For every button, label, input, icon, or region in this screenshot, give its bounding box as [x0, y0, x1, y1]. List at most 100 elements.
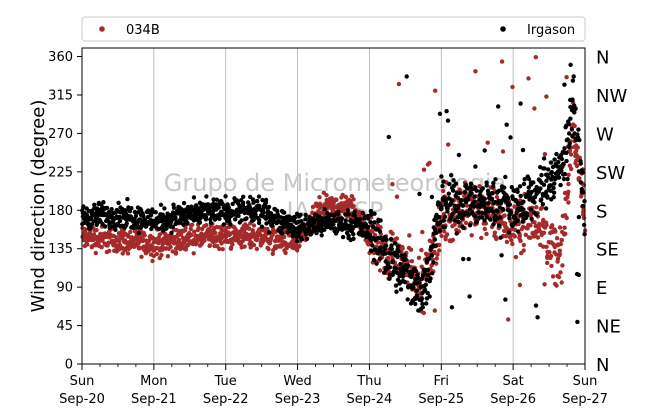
data-point — [437, 242, 442, 248]
data-point — [322, 227, 327, 232]
data-point — [170, 249, 175, 254]
data-point — [438, 219, 443, 225]
data-point — [539, 197, 544, 202]
data-point — [308, 223, 313, 228]
data-point — [402, 279, 408, 285]
data-point — [515, 189, 520, 194]
data-point — [482, 148, 487, 153]
data-point — [489, 196, 495, 201]
data-point — [517, 184, 523, 189]
data-point — [226, 205, 231, 210]
data-point — [483, 211, 488, 216]
data-point — [204, 194, 209, 199]
data-point — [432, 237, 438, 242]
data-point — [552, 157, 557, 162]
data-point — [451, 178, 456, 183]
data-point — [444, 109, 449, 114]
data-point — [270, 223, 275, 228]
data-point — [437, 111, 443, 117]
data-point — [298, 212, 303, 217]
data-point — [429, 194, 435, 200]
data-point — [138, 245, 143, 251]
data-point — [360, 233, 365, 238]
data-point — [160, 247, 165, 252]
y-axis: 0 45 90 135 180 225 270 315 360 — [48, 50, 82, 373]
compass-label: S — [596, 201, 607, 222]
data-point — [562, 225, 567, 230]
data-point — [170, 224, 176, 229]
data-point — [139, 254, 144, 259]
data-point — [557, 225, 563, 230]
data-point — [544, 94, 549, 99]
data-point — [306, 227, 311, 232]
data-point — [521, 199, 526, 204]
compass-label: W — [596, 124, 614, 145]
data-point — [188, 226, 193, 232]
data-point — [452, 218, 458, 223]
data-point — [214, 197, 219, 202]
data-point — [257, 203, 262, 209]
data-point — [329, 225, 334, 231]
data-point — [427, 160, 432, 166]
data-point — [104, 205, 110, 211]
data-point — [561, 161, 566, 167]
data-point — [446, 142, 451, 147]
data-point — [525, 226, 530, 231]
data-point — [173, 250, 179, 255]
data-point — [473, 214, 478, 219]
data-point — [374, 261, 379, 266]
data-point — [283, 250, 288, 256]
data-point — [317, 195, 322, 200]
data-point — [581, 212, 586, 217]
data-point — [568, 116, 573, 121]
data-point — [189, 232, 194, 238]
data-point — [518, 193, 523, 199]
data-point — [398, 287, 404, 292]
data-point — [251, 242, 257, 248]
data-point — [551, 185, 556, 191]
y-tick-label: 315 — [48, 88, 73, 103]
data-point — [388, 251, 393, 256]
data-point — [570, 97, 575, 102]
data-point — [555, 256, 561, 261]
data-point — [456, 219, 461, 225]
data-point — [396, 81, 402, 87]
data-point — [439, 174, 444, 179]
data-point — [577, 176, 582, 181]
data-point — [223, 194, 228, 199]
data-point — [395, 277, 401, 282]
data-point — [402, 252, 407, 258]
data-point — [367, 236, 373, 241]
compass-axis: N NE E SE S SW W NW N — [596, 48, 627, 376]
data-point — [165, 254, 171, 259]
data-point — [449, 305, 455, 310]
data-point — [477, 184, 482, 189]
data-point — [543, 206, 549, 211]
data-point — [322, 207, 327, 212]
compass-label: SW — [596, 163, 625, 184]
x-tick-day: Sat — [502, 374, 523, 389]
data-point — [456, 205, 461, 211]
x-tick-date: Sep-25 — [418, 392, 464, 407]
data-point — [241, 194, 246, 199]
data-point — [372, 211, 377, 216]
data-point — [532, 220, 537, 225]
data-point — [541, 244, 546, 249]
data-point — [556, 274, 562, 280]
data-point — [499, 253, 504, 258]
data-point — [453, 181, 459, 186]
data-point — [445, 232, 450, 237]
data-point — [387, 276, 392, 281]
data-point — [334, 197, 339, 202]
data-point — [117, 239, 122, 244]
data-point — [360, 210, 365, 216]
data-point — [565, 176, 570, 182]
data-point — [562, 82, 567, 87]
data-point — [299, 219, 304, 224]
data-point — [526, 76, 531, 81]
data-point — [423, 282, 428, 287]
data-point — [407, 233, 412, 238]
data-point — [93, 250, 99, 256]
data-point — [425, 267, 430, 273]
x-tick-day: Fri — [434, 374, 450, 389]
